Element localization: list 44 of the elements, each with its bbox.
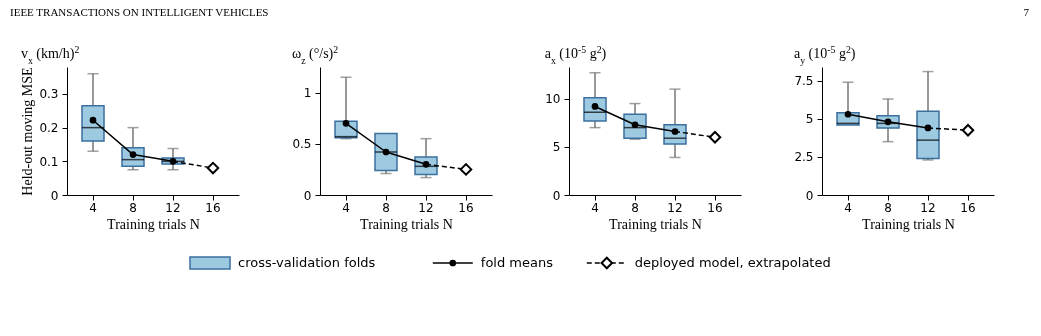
- x-axis-title: Training trials N: [609, 216, 702, 232]
- chart-title: v$_{x}$ (km/h)$^{2}$: [20, 43, 80, 66]
- x-tick-label: 16: [205, 200, 221, 215]
- y-tick-label: 1: [303, 86, 312, 101]
- y-tick-label: 0.2: [39, 121, 59, 136]
- y-tick-label: 0.3: [39, 87, 59, 102]
- y-tick-label: 2.5: [794, 150, 814, 165]
- chart-title: ω$_{z}$ (°/s)$^{2}$: [291, 43, 339, 66]
- x-axis-title: Training trials N: [360, 216, 453, 232]
- text: IEEE TRANSACTIONS ON INTELLIGENT VEHICLES: [10, 6, 269, 18]
- y-tick-label: 0: [50, 188, 59, 203]
- x-tick-label: 16: [458, 200, 474, 215]
- y-tick-label: 10: [545, 92, 561, 107]
- x-axis-title: Training trials N: [862, 216, 955, 232]
- legend-label: cross-validation folds: [238, 255, 376, 270]
- legend-label: fold means: [480, 255, 554, 270]
- text: 7: [1023, 6, 1029, 20]
- legend-label: deployed model, extrapolated: [634, 255, 831, 270]
- y-tick-label: 5: [552, 140, 561, 155]
- x-axis-title: Training trials N: [107, 216, 200, 232]
- chart-title: a$_{y}$ (10$^{-5}$ g$^{2}$): [793, 43, 856, 66]
- x-tick-label: 12: [667, 200, 683, 215]
- y-axis-title: Held-out moving MSE: [20, 67, 36, 196]
- x-tick-label: 4: [89, 200, 97, 215]
- y-tick-label: 5: [805, 112, 814, 127]
- x-tick-label: 8: [129, 200, 137, 215]
- x-tick-label: 8: [382, 200, 390, 215]
- y-tick-label: 0.1: [39, 154, 59, 169]
- x-tick-label: 4: [591, 200, 599, 215]
- x-tick-label: 4: [844, 200, 852, 215]
- x-tick-label: 16: [707, 200, 723, 215]
- x-tick-label: 8: [631, 200, 639, 215]
- y-tick-label: 0: [303, 188, 312, 203]
- y-tick-label: 0: [552, 188, 561, 203]
- x-tick-label: 8: [884, 200, 892, 215]
- x-tick-label: 12: [165, 200, 181, 215]
- x-tick-label: 12: [418, 200, 434, 215]
- chart-title: a$_{x}$ (10$^{-5}$ g$^{2}$): [544, 43, 607, 66]
- x-tick-label: 4: [342, 200, 350, 215]
- y-tick-label: 0.5: [292, 137, 312, 152]
- x-tick-label: 16: [960, 200, 976, 215]
- x-tick-label: 12: [920, 200, 936, 215]
- y-tick-label: 0: [805, 188, 814, 203]
- y-tick-label: 7.5: [794, 74, 814, 89]
